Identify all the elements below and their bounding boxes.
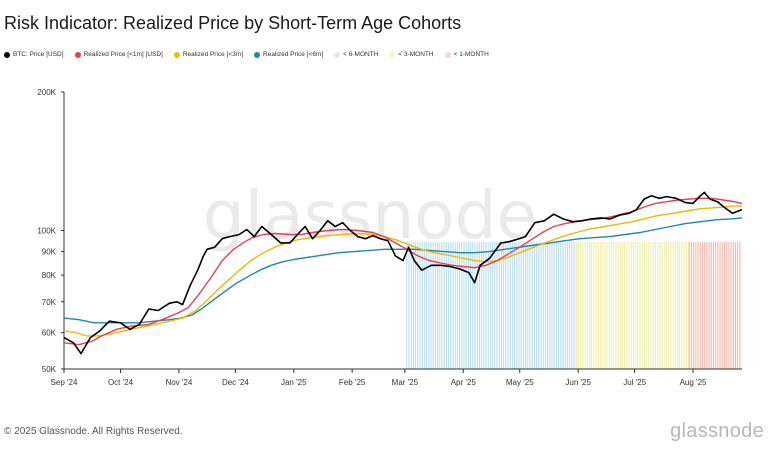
y-tick-label: 200K [37,88,56,97]
legend-item-1-month-band[interactable]: < 1-MONTH [444,51,489,58]
glassnode-wordmark: glassnode [670,420,764,442]
x-tick-label: Jan '25 [281,378,307,387]
legend-label: Realized Price [<1m] [USD] [83,51,163,58]
series-realized-3m [63,205,742,337]
y-tick-label: 100K [37,227,56,236]
watermark: glassnode [203,177,537,254]
band-fill [576,242,690,369]
x-tick-label: Aug '25 [680,378,707,387]
legend-label: < 6-MONTH [343,51,379,58]
x-tick-label: Jun '25 [565,378,591,387]
x-tick-label: Sep '24 [51,378,78,387]
x-axis: Sep '24 Oct '24 Nov '24 Dec '24 Jan '25 Feb '… [51,368,742,387]
legend-swatch [74,51,81,58]
x-tick-label: Oct '24 [108,378,134,387]
copyright-footer: © 2025 Glassnode. All Rights Reserved. [4,426,183,437]
y-tick-label: 60K [42,329,57,338]
legend-swatch [254,51,261,58]
series-layer [63,191,743,355]
legend: BTC: Price [USD] Realized Price [<1m] [U… [4,51,489,58]
legend-item-6-month-band[interactable]: < 6-MONTH [334,51,378,58]
legend-label: BTC: Price [USD] [13,51,64,58]
x-tick-label: Mar '25 [392,378,419,387]
legend-swatch [334,51,341,58]
legend-label: < 1-MONTH [453,51,489,58]
legend-label: Realized Price [<6m] [263,51,324,58]
y-tick-label: 70K [42,298,57,307]
x-tick-label: Feb '25 [339,378,366,387]
band--1-month [688,242,742,369]
legend-item-3-month-band[interactable]: < 3-MONTH [389,51,434,58]
legend-item-realized-3m[interactable]: Realized Price [<3m] [173,51,244,58]
x-tick-label: Nov '24 [165,378,192,387]
legend-item-realized-1m[interactable]: Realized Price [<1m] [USD] [74,51,163,58]
x-tick-label: Apr '25 [451,378,477,387]
legend-swatch [4,51,10,58]
y-tick-label: 90K [42,248,57,257]
legend-swatch [173,51,180,58]
legend-label: < 3-MONTH [398,51,434,58]
x-tick-label: Dec '24 [222,378,249,387]
chart-title: Risk Indicator: Realized Price by Short-… [4,13,462,33]
legend-item-btc-price[interactable]: BTC: Price [USD] [4,51,64,58]
series-realized-1m [63,197,743,346]
legend-swatch [444,51,451,58]
age-band-layer [406,242,742,369]
legend-item-realized-6m[interactable]: Realized Price [<6m] [254,51,323,58]
y-tick-label: 50K [42,365,57,374]
legend-swatch [389,51,396,58]
y-axis: 50K 60K 70K 80K 90K 100K 200K [37,88,65,374]
legend-label: Realized Price [<3m] [182,51,244,58]
x-tick-label: May '25 [506,378,534,387]
band--3-month [575,242,690,369]
x-tick-label: Jul '25 [623,378,646,387]
series-btc-price [63,191,743,355]
y-tick-label: 80K [42,271,57,280]
